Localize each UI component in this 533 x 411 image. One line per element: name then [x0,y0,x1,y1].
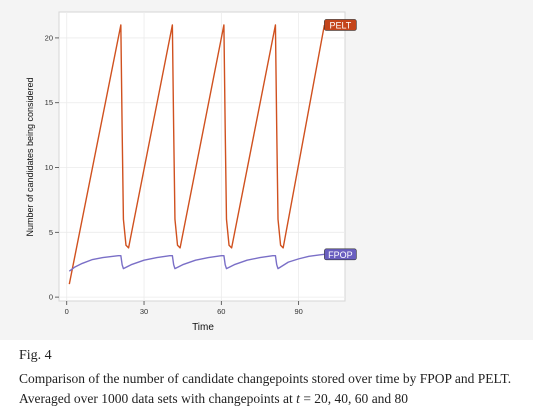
caption-text-before: Comparison of the number of candidate ch… [19,371,512,406]
y-tick-label: 10 [45,163,53,172]
axes: 0 5 10 15 20 0 30 60 90 [45,33,303,316]
y-tick-label: 0 [49,293,53,302]
x-tick-label: 0 [65,307,69,316]
x-axis-title: Time [192,322,214,333]
figure-panel: 0 5 10 15 20 0 30 60 90 PELT FPOP Time Number of … [0,0,533,340]
x-tick-label: 90 [294,307,302,316]
plot-background [58,11,346,302]
caption-math-variable: t [296,391,300,406]
series-line-pelt [68,24,326,285]
figure-caption: Fig. 4 Comparison of the number of candi… [19,347,529,409]
series-label-box-fpop [324,248,357,261]
y-tick-label: 15 [45,98,53,107]
y-tick-label: 5 [49,228,53,237]
chart: 0 5 10 15 20 0 30 60 90 PELT FPOP Time Number of … [25,11,357,333]
series-label-fpop: FPOP [328,250,353,260]
caption-label: Fig. 4 [19,348,52,363]
grid-lines [59,12,345,301]
series-line-fpop [68,253,325,272]
series-label-box-pelt [324,19,357,31]
series-lines [68,24,326,285]
y-tick-label: 20 [45,33,53,42]
caption-math-values: = 20, 40, 60 [299,391,369,406]
series-labels: PELT FPOP [324,19,357,261]
caption-text-after: and 80 [368,391,409,406]
x-tick-label: 60 [217,307,225,316]
series-label-pelt: PELT [329,20,351,30]
x-tick-label: 30 [140,307,148,316]
y-axis-title: Number of candidates being considered [25,77,35,236]
caption-text: Comparison of the number of candidate ch… [19,369,529,409]
